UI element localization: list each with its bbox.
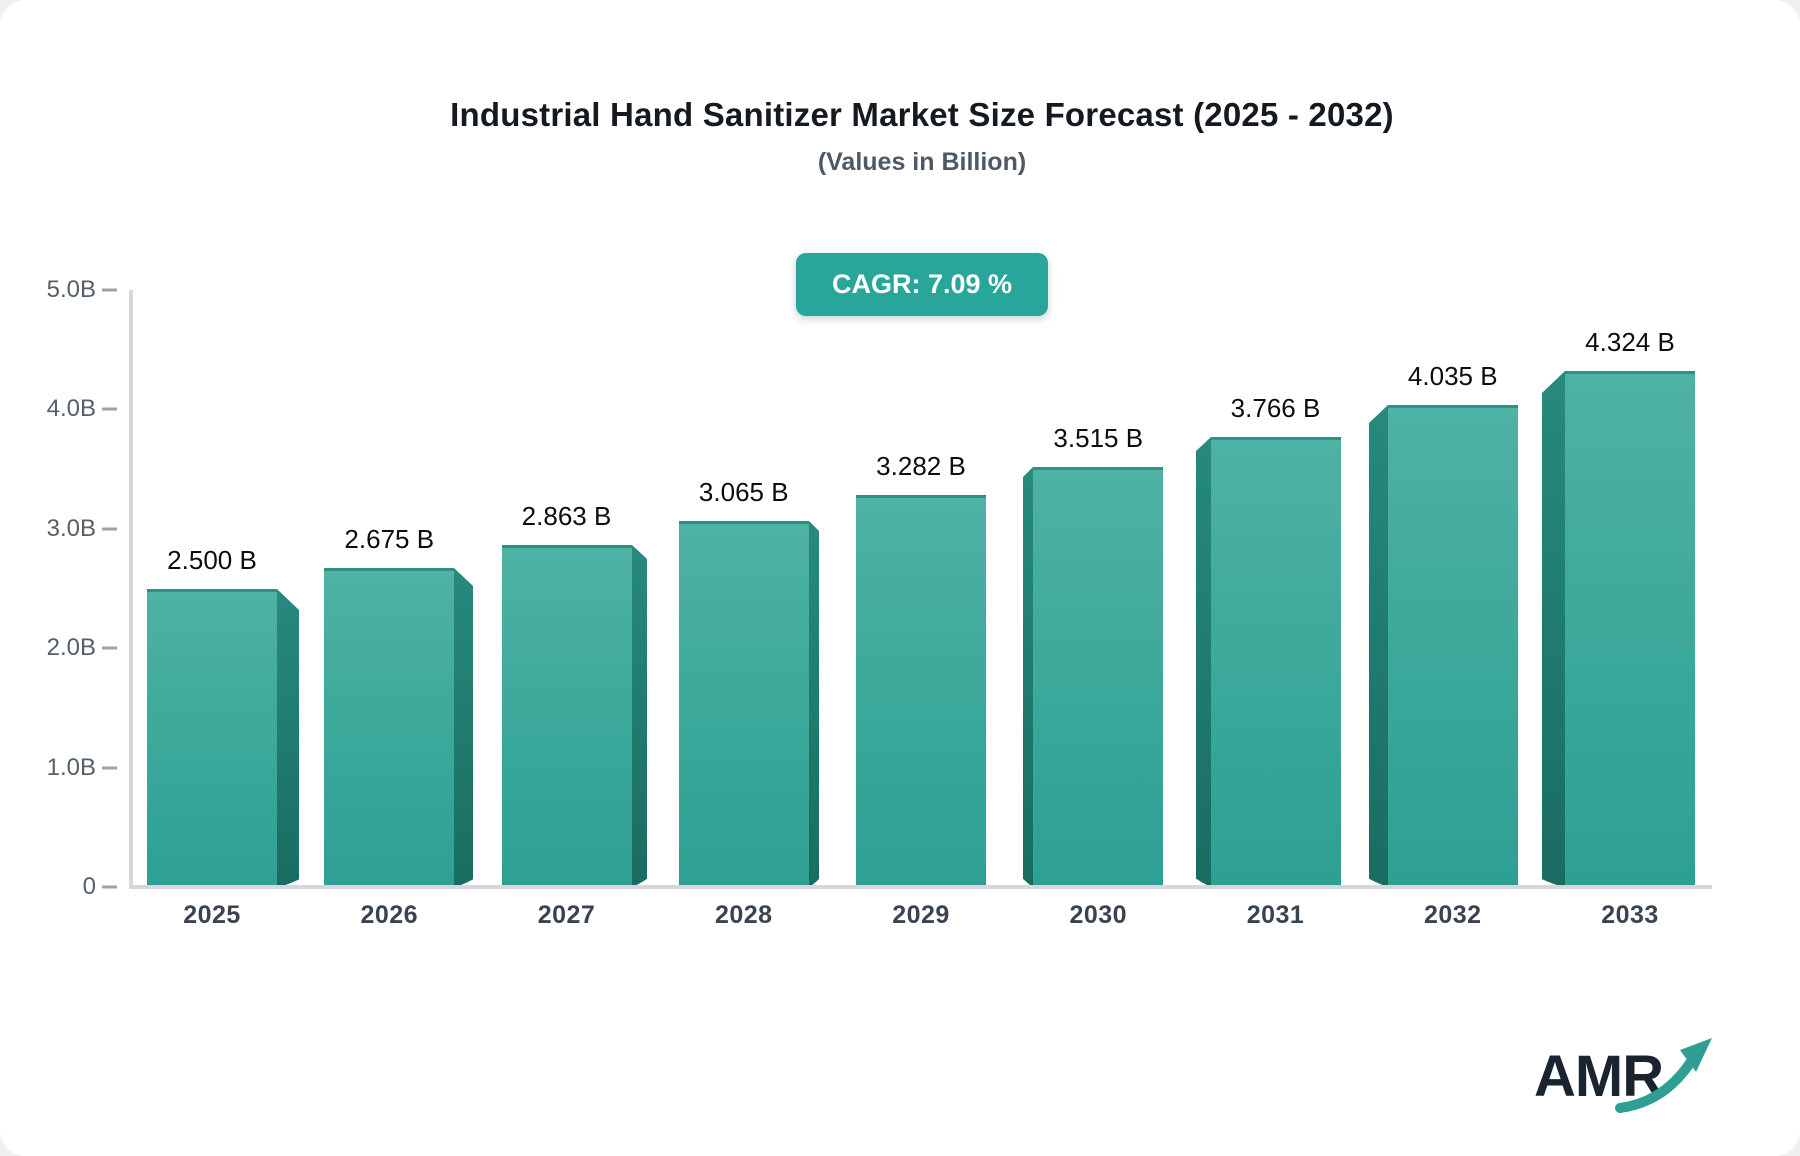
bar-2028[interactable]: [678, 521, 809, 887]
y-tick-label: 5.0B: [46, 276, 96, 303]
y-tick-label: 1.0B: [46, 753, 96, 781]
bar-3d-side: [277, 588, 299, 887]
bar-2027[interactable]: [501, 545, 632, 887]
bar-3d-side: [631, 545, 647, 887]
x-axis-label-2031: 2031: [1246, 901, 1305, 929]
bar-2031[interactable]: [1210, 437, 1341, 887]
x-axis-label-2028: 2028: [714, 901, 773, 929]
bar-3d-side: [1368, 405, 1388, 887]
y-axis-line: [129, 290, 133, 889]
y-tick-mark: [102, 527, 117, 531]
x-axis-line: [129, 885, 1712, 889]
x-axis-label-2027: 2027: [537, 901, 596, 929]
logo-arrow-swoosh-icon: [1615, 1055, 1697, 1113]
bar-value-label: 2.863 B: [521, 501, 612, 532]
bar-value-label: 2.675 B: [344, 523, 435, 554]
bar-value-label: 3.766 B: [1230, 393, 1321, 424]
bar-3d-side: [454, 567, 474, 887]
cagr-badge: CAGR: 7.09 %: [795, 253, 1049, 316]
bar-value-label: 4.035 B: [1407, 361, 1498, 392]
bar-value-label: 3.515 B: [1053, 423, 1144, 454]
bar-2029[interactable]: [856, 495, 986, 887]
x-axis-label-2026: 2026: [360, 901, 419, 929]
x-axis-label-2033: 2033: [1601, 901, 1659, 929]
y-tick-label: 0: [82, 873, 96, 900]
x-axis-label-2030: 2030: [1069, 901, 1128, 929]
bar-3d-side: [808, 521, 819, 887]
bar-3d-side: [1023, 467, 1034, 887]
x-axis-label-2029: 2029: [892, 901, 950, 929]
y-tick-label: 4.0B: [46, 395, 96, 423]
x-axis-label-2025: 2025: [183, 901, 241, 929]
y-tick-mark: [102, 885, 117, 889]
logo-arrowhead-icon: [1680, 1038, 1712, 1072]
bar-value-label: 4.324 B: [1585, 326, 1675, 357]
bar-2030[interactable]: [1033, 467, 1164, 887]
bar-value-label: 3.282 B: [876, 451, 966, 482]
chart-subtitle: (Values in Billion): [817, 148, 1027, 176]
bar-value-label: 2.500 B: [167, 544, 257, 575]
bar-2033[interactable]: [1565, 370, 1695, 887]
bar-3d-side: [1542, 370, 1565, 887]
y-tick-label: 2.0B: [46, 634, 96, 662]
bar-2025[interactable]: [147, 588, 277, 887]
y-tick-label: 3.0B: [46, 514, 96, 542]
bar-2026[interactable]: [324, 567, 455, 887]
bar-3d-side: [1195, 437, 1211, 887]
y-tick-mark: [102, 407, 117, 411]
amr-logo: AMR: [1534, 1038, 1712, 1113]
y-tick-mark: [102, 766, 117, 770]
chart-title: Industrial Hand Sanitizer Market Size Fo…: [450, 96, 1394, 133]
y-tick-mark: [102, 646, 117, 650]
bar-2032[interactable]: [1387, 405, 1518, 887]
bar-value-label: 3.065 B: [698, 477, 789, 508]
x-axis-label-2032: 2032: [1423, 901, 1482, 929]
y-tick-mark: [102, 288, 117, 292]
